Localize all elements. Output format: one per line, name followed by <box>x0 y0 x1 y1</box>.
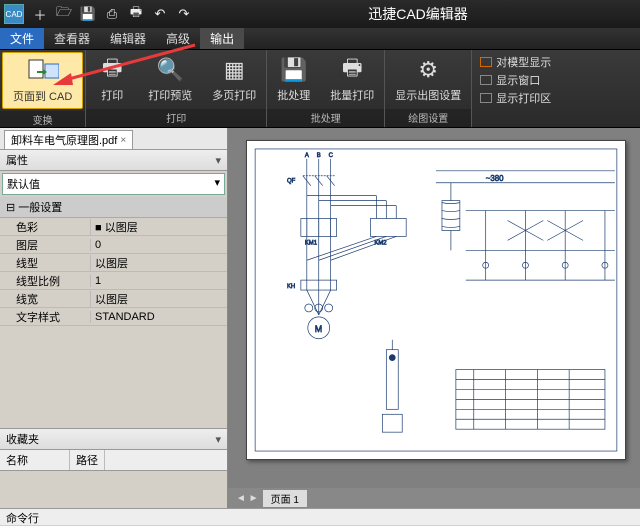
plot-icon: ⚙ <box>412 56 444 84</box>
left-panel: 卸料车电气原理图.pdf× 属性▾ 默认值▾ ⊟ 一般设置 色彩■ 以图层 图层… <box>0 128 228 508</box>
btn-label: 多页打印 <box>212 87 256 103</box>
props-grid: 色彩■ 以图层 图层0 线型以图层 线型比例1 线宽以图层 文字样式STANDA… <box>0 218 227 326</box>
page-nav[interactable]: ◄ ► <box>236 493 259 504</box>
svg-text:KM1: KM1 <box>305 240 318 246</box>
batch-print-icon: 🖶 <box>336 56 368 84</box>
favorites-panel: 收藏夹▾ 名称 路径 <box>0 428 227 508</box>
btn-label: 打印预览 <box>148 87 192 103</box>
prop-row[interactable]: 图层0 <box>0 236 227 254</box>
btn-print-preview[interactable]: 🔍 打印预览 <box>138 50 202 109</box>
multi-icon: ▦ <box>218 56 250 84</box>
side-print-area[interactable]: 显示打印区 <box>480 90 551 106</box>
btn-multi-print[interactable]: ▦ 多页打印 <box>202 50 266 109</box>
batch-icon: 💾 <box>278 56 310 84</box>
btn-label: 页面到 CAD <box>13 88 72 104</box>
drawing-paper: ABC QF KM1 KM2 <box>246 140 626 460</box>
svg-text:C: C <box>329 153 334 159</box>
prop-row[interactable]: 线宽以图层 <box>0 290 227 308</box>
svg-text:~380: ~380 <box>486 174 504 183</box>
group-label: 绘图设置 <box>385 109 471 127</box>
default-combo[interactable]: 默认值▾ <box>2 173 225 195</box>
side-window[interactable]: 显示窗口 <box>480 72 551 88</box>
menu-output[interactable]: 输出 <box>200 28 244 49</box>
app-logo: CAD <box>4 4 24 24</box>
workspace: 卸料车电气原理图.pdf× 属性▾ 默认值▾ ⊟ 一般设置 色彩■ 以图层 图层… <box>0 128 640 508</box>
ribbon-group-batch: 💾 批处理 🖶 批量打印 批处理 <box>267 50 385 127</box>
group-label: 批处理 <box>267 109 384 127</box>
side-model-display[interactable]: 对模型显示 <box>480 54 551 70</box>
menu-advanced[interactable]: 高级 <box>156 28 200 49</box>
panel-filler <box>0 326 227 428</box>
qat-undo[interactable]: ↶ <box>152 6 168 22</box>
fav-col-name[interactable]: 名称 <box>0 450 70 470</box>
fav-col-path[interactable]: 路径 <box>70 450 105 470</box>
qat-redo[interactable]: ↷ <box>176 6 192 22</box>
drawing-canvas[interactable]: ABC QF KM1 KM2 <box>228 128 640 488</box>
btn-label: 显示出图设置 <box>395 87 461 103</box>
page-to-cad-icon <box>27 57 59 85</box>
title-bar: CAD ＋ 🗁 💾 ⎙ 🖶 ↶ ↷ 迅捷CAD编辑器 <box>0 0 640 28</box>
group-label: 打印 <box>86 109 266 127</box>
canvas-area: ABC QF KM1 KM2 <box>228 128 640 508</box>
btn-batch[interactable]: 💾 批处理 <box>267 50 320 109</box>
page-tab-bar: ◄ ► 页面 1 <box>228 488 640 508</box>
collapse-icon[interactable]: ▾ <box>215 154 221 167</box>
prop-row[interactable]: 线型以图层 <box>0 254 227 272</box>
doc-tab[interactable]: 卸料车电气原理图.pdf× <box>4 130 133 149</box>
props-header: 属性▾ <box>0 150 227 171</box>
fav-header: 收藏夹▾ <box>0 429 227 450</box>
group-label: 变换 <box>0 111 85 129</box>
svg-text:QF: QF <box>287 179 296 185</box>
command-line[interactable]: 命令行 <box>0 508 640 525</box>
qat-open[interactable]: 🗁 <box>56 6 72 22</box>
btn-label: 批量打印 <box>330 87 374 103</box>
app-title: 迅捷CAD编辑器 <box>200 4 636 24</box>
qat-saveas[interactable]: ⎙ <box>104 6 120 22</box>
ribbon: 页面到 CAD 变换 🖶 打印 🔍 打印预览 ▦ 多页打印 打印 💾 批处理 🖶 批量打印… <box>0 50 640 128</box>
prop-row[interactable]: 文字样式STANDARD <box>0 308 227 326</box>
close-icon[interactable]: × <box>120 135 126 146</box>
btn-print[interactable]: 🖶 打印 <box>86 50 138 109</box>
svg-text:M: M <box>315 324 322 334</box>
prop-row[interactable]: 线型比例1 <box>0 272 227 290</box>
props-section: ⊟ 一般设置 <box>0 197 227 218</box>
ribbon-side-panel: 对模型显示 显示窗口 显示打印区 <box>472 50 559 127</box>
btn-page-to-cad[interactable]: 页面到 CAD <box>2 52 83 109</box>
ribbon-group-transform: 页面到 CAD 变换 <box>0 50 86 127</box>
menu-editor[interactable]: 编辑器 <box>100 28 156 49</box>
qat-print[interactable]: 🖶 <box>128 6 144 22</box>
doc-tab-bar: 卸料车电气原理图.pdf× <box>0 128 227 150</box>
btn-label: 批处理 <box>277 87 310 103</box>
qat-new[interactable]: ＋ <box>32 6 48 22</box>
btn-label: 打印 <box>101 87 123 103</box>
svg-text:KH: KH <box>287 284 295 290</box>
svg-text:B: B <box>317 153 321 159</box>
preview-icon: 🔍 <box>154 56 186 84</box>
page-tab[interactable]: 页面 1 <box>263 490 307 507</box>
menu-viewer[interactable]: 查看器 <box>44 28 100 49</box>
prop-row[interactable]: 色彩■ 以图层 <box>0 218 227 236</box>
print-icon: 🖶 <box>96 56 128 84</box>
ribbon-group-print: 🖶 打印 🔍 打印预览 ▦ 多页打印 打印 <box>86 50 267 127</box>
menu-bar: 文件 查看器 编辑器 高级 输出 <box>0 28 640 50</box>
btn-plot-settings[interactable]: ⚙ 显示出图设置 <box>385 50 471 109</box>
svg-text:A: A <box>305 153 309 159</box>
menu-file[interactable]: 文件 <box>0 28 44 49</box>
ribbon-group-plot: ⚙ 显示出图设置 绘图设置 <box>385 50 472 127</box>
qat-save[interactable]: 💾 <box>80 6 96 22</box>
btn-batch-print[interactable]: 🖶 批量打印 <box>320 50 384 109</box>
